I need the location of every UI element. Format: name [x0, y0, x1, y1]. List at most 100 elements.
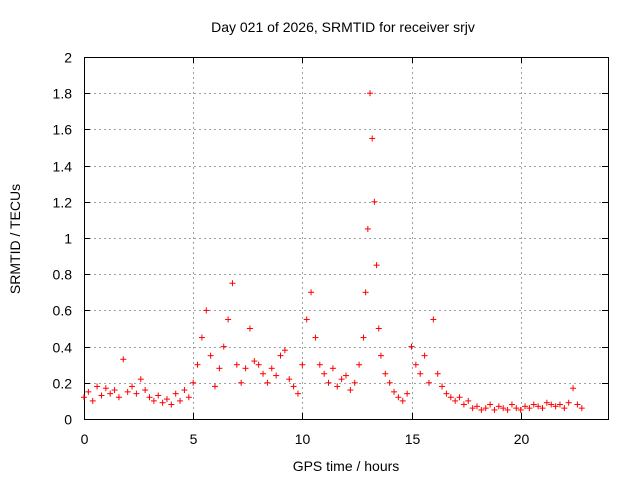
y-tick-labels: 0 0.2 0.4 0.6 0.8 1 1.2 1.4 1.6 1.8 2 — [53, 50, 73, 428]
data-point — [107, 390, 114, 397]
data-point — [386, 379, 393, 386]
data-point — [408, 343, 415, 350]
data-point — [168, 401, 175, 408]
data-point — [142, 387, 149, 394]
data-point — [120, 356, 127, 363]
data-point — [508, 401, 515, 408]
data-point — [129, 383, 136, 390]
data-point — [561, 405, 568, 412]
data-point — [242, 365, 249, 372]
data-point — [375, 325, 382, 332]
data-point — [115, 394, 122, 401]
data-point — [548, 401, 555, 408]
data-point — [146, 394, 153, 401]
data-point — [367, 90, 374, 97]
data-point — [290, 383, 297, 390]
x-axis-label: GPS time / hours — [293, 458, 400, 474]
data-point — [98, 392, 105, 399]
data-point — [159, 399, 166, 406]
data-point — [530, 401, 537, 408]
data-point — [85, 388, 92, 395]
data-point — [260, 370, 267, 377]
data-point — [425, 379, 432, 386]
data-point — [456, 394, 463, 401]
data-point — [369, 135, 376, 142]
data-point — [163, 396, 170, 403]
data-point — [220, 343, 227, 350]
data-point — [308, 289, 315, 296]
y-tick-label: 0.4 — [53, 340, 73, 356]
data-point — [574, 401, 581, 408]
data-point — [321, 370, 328, 377]
data-point — [294, 390, 301, 397]
data-point — [102, 385, 109, 392]
data-point — [81, 394, 87, 401]
data-point — [347, 387, 354, 394]
y-tick-label: 1.4 — [53, 159, 73, 175]
data-point — [373, 262, 380, 269]
data-point — [172, 390, 179, 397]
data-point — [399, 397, 406, 404]
data-point — [504, 406, 511, 413]
data-point — [338, 376, 345, 383]
axis-ticks — [84, 57, 608, 420]
x-tick-label: 15 — [405, 431, 421, 447]
y-tick-label: 1.2 — [53, 195, 73, 211]
data-point — [539, 405, 546, 412]
data-point — [137, 376, 144, 383]
data-point — [343, 372, 349, 379]
data-point — [190, 379, 197, 386]
data-point — [452, 397, 459, 404]
data-point — [421, 352, 428, 359]
data-point — [212, 383, 218, 390]
y-axis-label: SRMTID / TECUs — [7, 184, 23, 294]
data-point — [382, 370, 389, 377]
data-point — [478, 406, 485, 413]
data-point — [329, 365, 336, 372]
data-point — [194, 361, 201, 368]
data-point — [371, 198, 378, 205]
data-point — [255, 361, 262, 368]
y-tick-label: 1.6 — [53, 122, 73, 138]
data-point — [124, 388, 131, 395]
x-tick-label: 0 — [81, 431, 89, 447]
data-point — [377, 352, 384, 359]
data-point — [334, 383, 341, 390]
data-point — [487, 401, 494, 408]
data-point — [513, 405, 520, 412]
x-tick-label: 5 — [190, 431, 198, 447]
data-point — [111, 387, 118, 394]
data-point — [273, 372, 280, 379]
data-point — [246, 325, 253, 332]
data-point — [94, 383, 101, 390]
data-point — [556, 401, 563, 408]
data-point — [404, 390, 411, 397]
data-point — [251, 358, 258, 365]
y-tick-label: 0 — [64, 412, 72, 428]
x-tick-label: 10 — [295, 431, 311, 447]
data-point — [578, 405, 585, 412]
data-point — [89, 397, 96, 404]
data-point — [447, 394, 454, 401]
data-point — [155, 392, 162, 399]
data-point — [526, 405, 533, 412]
data-point — [360, 334, 367, 341]
x-tick-label: 20 — [514, 431, 530, 447]
data-point — [491, 406, 498, 413]
data-point — [181, 387, 188, 394]
data-point — [517, 406, 524, 413]
y-tick-label: 0.8 — [53, 267, 73, 283]
data-point — [495, 403, 502, 410]
data-point — [351, 379, 358, 386]
data-point — [522, 403, 529, 410]
data-point — [395, 394, 402, 401]
y-tick-label: 0.2 — [53, 376, 73, 392]
data-point — [417, 370, 424, 377]
x-tick-labels: 0 5 10 15 20 — [81, 431, 530, 447]
data-point — [238, 379, 245, 386]
data-point — [474, 403, 480, 410]
data-point — [299, 361, 306, 368]
data-point — [482, 405, 489, 412]
data-point — [364, 225, 371, 232]
